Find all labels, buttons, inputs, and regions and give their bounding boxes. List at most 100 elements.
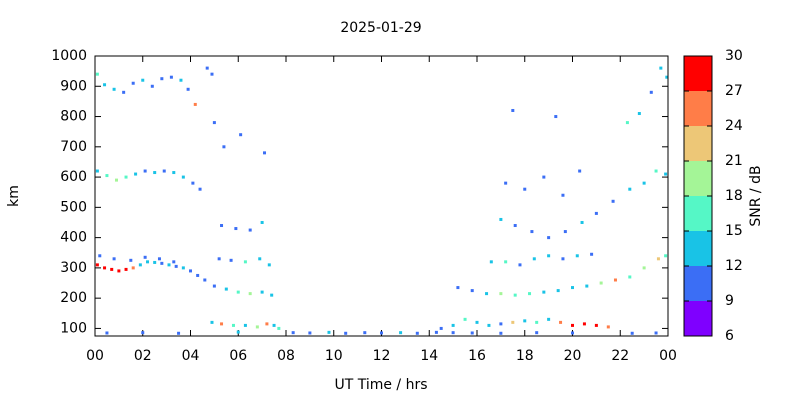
point xyxy=(327,330,331,334)
x-tick-label: 00 xyxy=(86,348,104,364)
point xyxy=(563,230,567,234)
x-tick-label: 22 xyxy=(611,348,629,364)
x-tick-label: 10 xyxy=(325,348,343,364)
point xyxy=(146,260,150,264)
point xyxy=(380,331,383,335)
point xyxy=(191,181,195,185)
point xyxy=(141,78,145,82)
point xyxy=(547,254,551,258)
point xyxy=(112,257,116,261)
point xyxy=(205,66,209,70)
colorbar-tick-label: 21 xyxy=(725,153,743,169)
point xyxy=(103,83,107,87)
point xyxy=(143,169,147,173)
point xyxy=(513,293,517,297)
point xyxy=(236,330,240,334)
colorbar-segment xyxy=(684,266,712,301)
point xyxy=(542,175,546,179)
point xyxy=(415,331,419,335)
point xyxy=(98,254,102,258)
point xyxy=(272,323,276,327)
point xyxy=(95,169,99,173)
point xyxy=(523,187,527,191)
point xyxy=(179,78,183,82)
point xyxy=(532,257,536,261)
x-tick-label: 04 xyxy=(182,348,200,364)
point xyxy=(613,278,617,282)
point xyxy=(542,290,546,294)
point xyxy=(103,266,107,270)
point xyxy=(114,178,118,182)
point xyxy=(571,286,574,290)
point xyxy=(255,325,259,329)
point xyxy=(665,75,669,79)
point xyxy=(599,281,603,285)
point xyxy=(489,260,493,264)
point xyxy=(451,331,455,335)
point xyxy=(105,174,109,178)
point xyxy=(122,90,126,94)
point xyxy=(463,317,467,321)
point xyxy=(399,331,403,335)
y-tick-label: 400 xyxy=(60,230,87,246)
point xyxy=(95,263,99,267)
x-tick-label: 20 xyxy=(564,348,582,364)
point xyxy=(470,289,474,293)
point xyxy=(193,102,197,106)
point xyxy=(547,317,551,321)
point xyxy=(559,320,563,324)
point xyxy=(174,264,178,268)
point xyxy=(628,275,632,279)
point xyxy=(504,181,508,185)
point xyxy=(210,320,214,324)
y-tick-label: 1000 xyxy=(51,48,87,64)
point xyxy=(654,169,658,173)
point xyxy=(167,263,171,267)
point xyxy=(110,267,114,271)
colorbar-tick-label: 15 xyxy=(725,223,743,239)
point xyxy=(656,257,660,261)
point xyxy=(535,331,539,335)
colorbar-tick-label: 27 xyxy=(725,83,743,99)
point xyxy=(198,187,202,191)
point xyxy=(143,255,147,259)
point xyxy=(203,278,207,282)
point xyxy=(664,254,668,258)
point xyxy=(363,331,367,335)
x-tick-label: 12 xyxy=(373,348,391,364)
colorbar-segment xyxy=(684,126,712,161)
point xyxy=(112,87,116,91)
point xyxy=(141,331,145,335)
point xyxy=(162,169,166,173)
point xyxy=(157,257,161,261)
point xyxy=(528,292,532,296)
point xyxy=(196,273,200,277)
point xyxy=(131,266,135,270)
point xyxy=(518,263,522,267)
point xyxy=(172,171,176,175)
point xyxy=(212,121,216,125)
point xyxy=(270,293,274,297)
point xyxy=(659,66,663,70)
point xyxy=(590,252,594,256)
colorbar-tick-label: 6 xyxy=(725,328,734,344)
point xyxy=(160,261,164,265)
x-axis-label: UT Time / hrs xyxy=(334,377,427,393)
point xyxy=(186,87,190,91)
colorbar-segment xyxy=(684,301,712,336)
x-tick-label: 06 xyxy=(229,348,247,364)
point xyxy=(594,211,598,215)
point xyxy=(556,289,560,293)
point xyxy=(630,331,634,335)
point xyxy=(637,112,641,116)
point xyxy=(470,331,474,335)
point xyxy=(308,331,312,335)
point xyxy=(169,75,173,79)
point xyxy=(267,263,271,267)
colorbar-tick-label: 24 xyxy=(725,118,743,134)
point xyxy=(131,81,135,85)
point xyxy=(172,260,176,264)
point xyxy=(210,72,214,76)
point xyxy=(129,258,133,262)
point xyxy=(291,331,295,335)
